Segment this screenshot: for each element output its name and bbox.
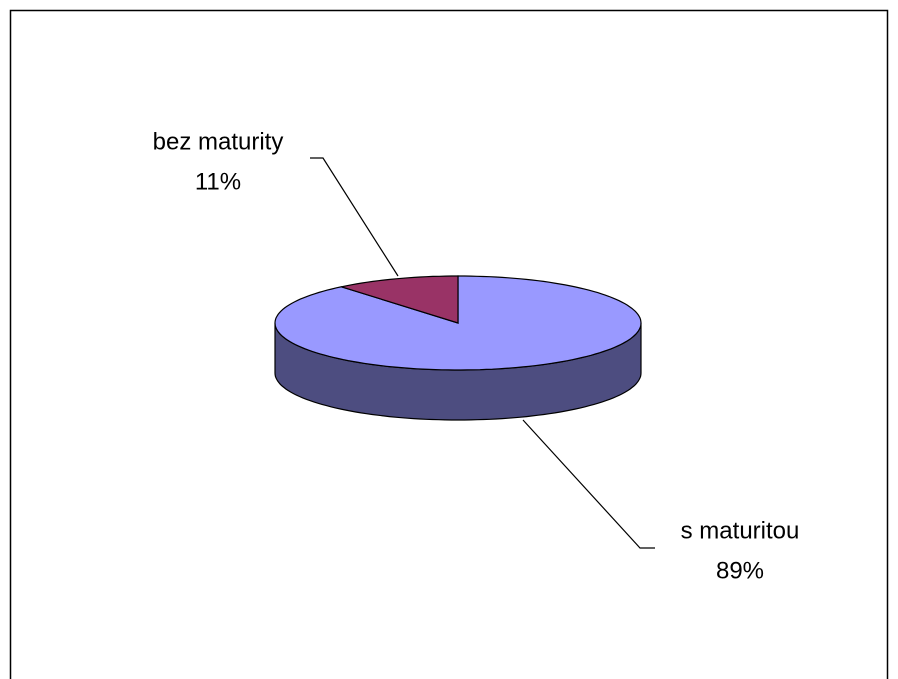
slice-label: bez maturity — [153, 128, 284, 155]
leader-line — [310, 157, 399, 277]
pie-slice — [341, 275, 459, 324]
leader-line — [522, 419, 655, 549]
pie — [274, 275, 642, 421]
slice-label: s maturitou — [681, 517, 800, 544]
slice-value-label: 89% — [716, 557, 764, 584]
slice-value-label: 11% — [195, 168, 241, 195]
